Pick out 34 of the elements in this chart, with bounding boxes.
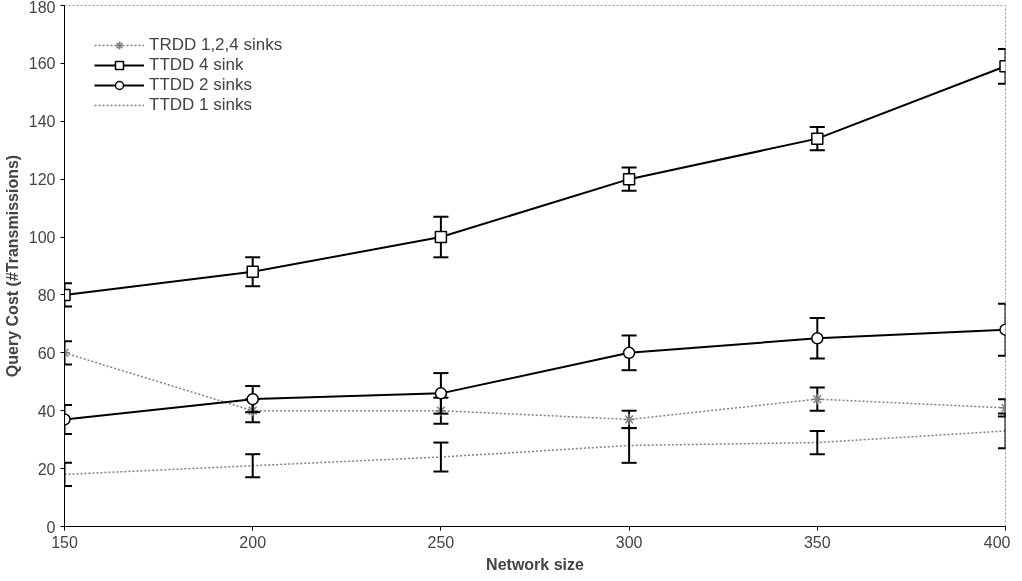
x-tick-label: 350 [803, 533, 831, 551]
x-tick-label: 300 [615, 533, 643, 551]
point [811, 132, 824, 145]
y-tick-label: 140 [28, 113, 56, 131]
point [622, 413, 636, 426]
y-tick-label: 160 [28, 55, 56, 73]
y-tick-label: 60 [37, 344, 56, 362]
y-tick-label: 20 [37, 460, 56, 478]
point [246, 392, 259, 406]
x-axis-title: Network size [486, 555, 585, 573]
x-tick-label: 250 [427, 533, 455, 551]
point [622, 172, 636, 186]
point [434, 387, 448, 400]
legend-label: TRDD 1,2,4 sinks [149, 35, 283, 55]
x-tick-label: 400 [983, 533, 1011, 551]
point [811, 392, 824, 406]
y-tick-label: 180 [28, 0, 56, 16]
y-tick-label: 0 [46, 518, 56, 536]
y-tick-label: 120 [28, 171, 56, 189]
legend-label: TTDD 4 sink [149, 55, 244, 75]
y-axis-title: Query Cost (#Transmissions) [3, 154, 21, 378]
y-tick-label: 100 [28, 229, 56, 247]
point [246, 265, 259, 279]
legend-label: TTDD 2 sinks [149, 75, 252, 95]
point [622, 346, 636, 360]
point [434, 404, 448, 417]
y-tick-label: 40 [37, 402, 56, 420]
legend-label: TTDD 1 sinks [149, 95, 252, 115]
point [811, 332, 824, 345]
line-series [64, 430, 1006, 476]
x-tick-label: 200 [239, 533, 267, 551]
y-tick-label: 80 [37, 286, 56, 304]
x-tick-label: 150 [51, 533, 78, 551]
point [434, 230, 448, 244]
